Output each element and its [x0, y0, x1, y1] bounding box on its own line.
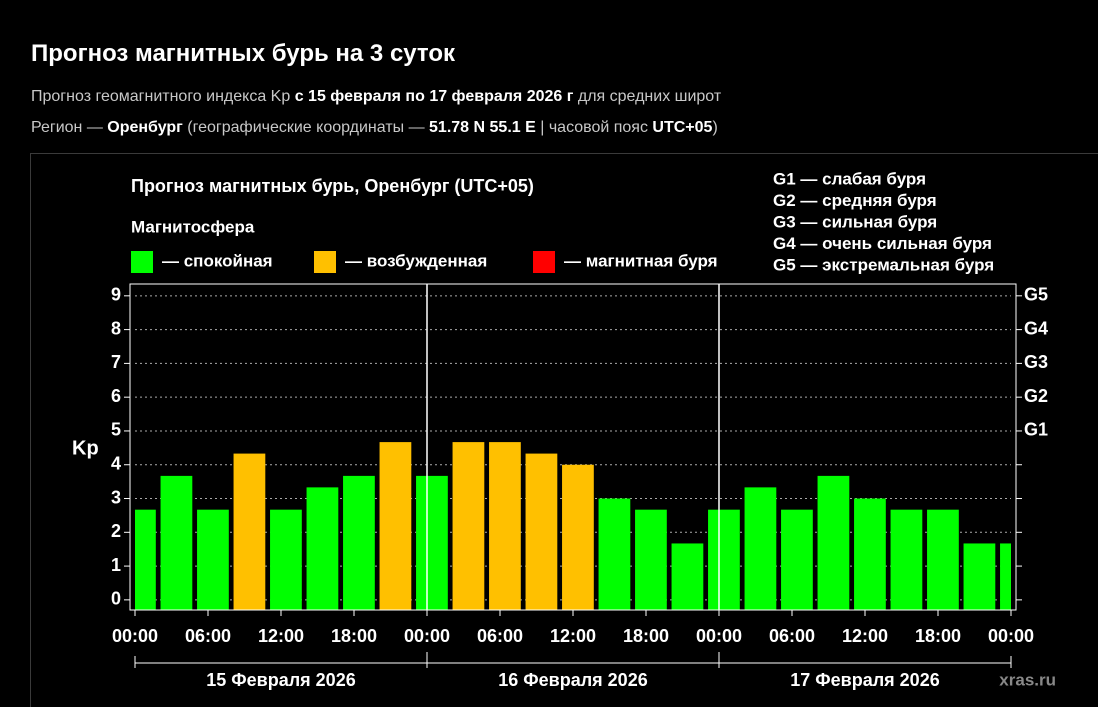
text-segment: ): [712, 119, 718, 136]
chart-frame: [30, 153, 1098, 707]
x-tick-label: 12:00: [258, 626, 304, 646]
legend-label: — возбужденная: [345, 251, 487, 270]
x-tick-label: 00:00: [112, 626, 158, 646]
y-tick-label: 5: [111, 420, 121, 440]
bar: [197, 509, 229, 610]
y-tick-label: 8: [111, 318, 121, 338]
bar: [489, 442, 521, 610]
bar: [708, 509, 740, 610]
bar: [781, 509, 813, 610]
y-tick-label: 1: [111, 555, 121, 575]
y2-tick-label: G3: [1024, 352, 1048, 372]
x-tick-label: 18:00: [915, 626, 961, 646]
text-segment: Прогноз геомагнитного индекса Kp: [31, 88, 295, 105]
legend-label: — спокойная: [162, 251, 273, 270]
legend-swatch: [314, 251, 336, 273]
bar: [927, 509, 959, 610]
region-info: Регион — Оренбург (географические коорди…: [31, 119, 718, 137]
storm-scale-note: G2 — средняя буря: [773, 191, 937, 210]
forecast-info: Прогноз геомагнитного индекса Kp с 15 фе…: [31, 88, 721, 106]
text-segment: 51.78 N 55.1 E: [429, 119, 536, 136]
x-tick-label: 00:00: [988, 626, 1034, 646]
watermark: xras.ru: [999, 670, 1056, 689]
bar: [817, 475, 850, 610]
text-segment: для средних широт: [573, 88, 722, 105]
y2-tick-label: G4: [1024, 318, 1048, 338]
day-label: 15 Февраля 2026: [206, 670, 355, 690]
y-tick-label: 7: [111, 352, 121, 372]
bar: [525, 453, 558, 610]
bars: [135, 442, 1011, 610]
x-tick-label: 18:00: [623, 626, 669, 646]
text-segment: с 15 февраля по 17 февраля 2026 г: [294, 88, 574, 105]
storm-scale-note: G4 — очень сильная буря: [773, 234, 992, 253]
chart-title: Прогноз магнитных бурь, Оренбург (UTC+05…: [131, 176, 534, 196]
bar: [160, 475, 193, 610]
bar: [562, 464, 594, 610]
bar: [671, 543, 704, 610]
storm-scale-note: G1 — слабая буря: [773, 169, 926, 188]
bar: [635, 509, 667, 610]
bar: [963, 543, 996, 610]
x-tick-label: 00:00: [404, 626, 450, 646]
x-tick-label: 06:00: [185, 626, 231, 646]
text-segment: Оренбург: [107, 119, 183, 136]
text-segment: (географические координаты —: [182, 119, 430, 136]
x-tick-label: 12:00: [550, 626, 596, 646]
x-tick-label: 06:00: [477, 626, 523, 646]
y-axis-label: Kp: [72, 437, 99, 459]
storm-scale-note: G5 — экстремальная буря: [773, 255, 994, 274]
y-tick-label: 2: [111, 521, 121, 541]
legend-swatch: [533, 251, 555, 273]
x-tick-label: 06:00: [769, 626, 815, 646]
bar: [270, 509, 302, 610]
y-tick-label: 6: [111, 386, 121, 406]
bar: [135, 509, 156, 610]
x-tick-label: 12:00: [842, 626, 888, 646]
bar: [233, 453, 266, 610]
bar: [452, 442, 485, 610]
text-segment: | часовой пояс: [535, 119, 653, 136]
page-title: Прогноз магнитных бурь на 3 суток: [31, 40, 456, 67]
chart-subtitle: Магнитосфера: [131, 217, 255, 236]
bar: [1000, 543, 1011, 610]
bar: [416, 475, 448, 610]
y2-tick-label: G1: [1024, 420, 1048, 440]
text-segment: Регион —: [31, 119, 108, 136]
bar: [598, 498, 631, 610]
y2-tick-label: G2: [1024, 386, 1048, 406]
bar: [744, 487, 777, 610]
bar: [379, 442, 412, 610]
y-tick-label: 0: [111, 589, 121, 609]
day-label: 16 Февраля 2026: [498, 670, 647, 690]
y-tick-label: 3: [111, 487, 121, 507]
y-tick-label: 4: [111, 453, 121, 473]
bar: [890, 509, 923, 610]
bar: [854, 498, 886, 610]
x-tick-label: 18:00: [331, 626, 377, 646]
legend-label: — магнитная буря: [564, 251, 718, 270]
y2-tick-label: G5: [1024, 285, 1048, 305]
storm-scale-note: G3 — сильная буря: [773, 212, 937, 231]
text-segment: UTC+05: [652, 119, 713, 136]
x-tick-label: 00:00: [696, 626, 742, 646]
day-label: 17 Февраля 2026: [790, 670, 939, 690]
y-tick-label: 9: [111, 285, 121, 305]
legend-swatch: [131, 251, 153, 273]
bar: [343, 475, 375, 610]
bar: [306, 487, 339, 610]
